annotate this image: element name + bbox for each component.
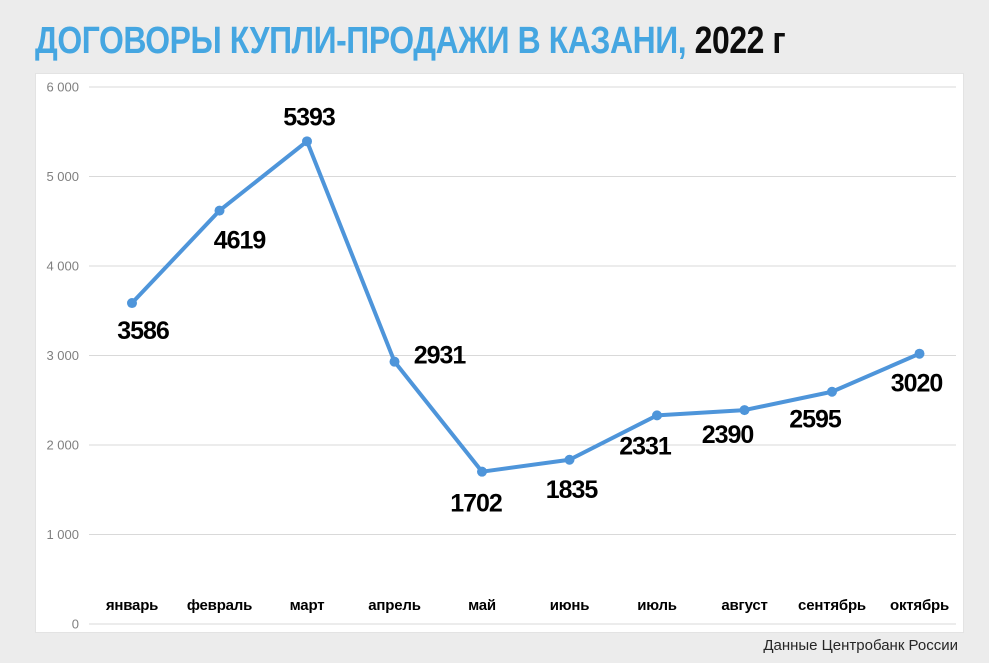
x-axis-category-label: март	[290, 597, 325, 614]
y-axis-tick-label: 4 000	[46, 259, 79, 274]
data-point-marker	[389, 356, 400, 367]
y-axis-tick-label: 5 000	[46, 169, 79, 184]
x-axis-category-label: июнь	[550, 597, 590, 614]
y-axis-tick-label: 0	[72, 617, 79, 632]
data-point-marker	[564, 454, 575, 465]
x-axis-category-label: июль	[637, 597, 677, 614]
x-axis-category-label: январь	[106, 597, 158, 614]
x-axis-category-label: февраль	[187, 597, 252, 614]
y-axis-tick-label: 1 000	[46, 527, 79, 542]
x-axis-category-label: октябрь	[890, 597, 949, 614]
x-axis-category-label: апрель	[368, 597, 420, 614]
x-axis-category-label: август	[721, 597, 767, 614]
data-point-label: 2931	[414, 342, 467, 370]
data-point-label: 3020	[891, 370, 943, 398]
page-title-main: ДОГОВОРЫ КУПЛИ-ПРОДАЖИ В КАЗАНИ,	[35, 20, 687, 62]
data-point-label: 1835	[546, 476, 599, 504]
data-point-marker	[739, 405, 750, 416]
data-point-marker	[827, 386, 837, 397]
page-title: ДОГОВОРЫ КУПЛИ-ПРОДАЖИ В КАЗАНИ, 2022 г	[35, 20, 786, 63]
line-chart: 0 1 000 2 000 3 000 4 000 5 000 6 000 3586 январ…	[46, 80, 956, 632]
data-point-label: 2390	[702, 421, 754, 449]
data-point-label: 5393	[283, 103, 335, 131]
y-axis-tick-label: 6 000	[46, 80, 79, 95]
page-title-year: 2022 г	[686, 20, 786, 62]
data-point-marker	[302, 136, 312, 147]
data-point-label: 2595	[789, 406, 842, 434]
data-point-label: 3586	[117, 317, 169, 345]
source-caption: Данные Центробанк России	[763, 637, 958, 654]
data-point-marker	[652, 410, 662, 421]
data-point-marker	[914, 348, 925, 359]
data-point-label: 4619	[214, 227, 266, 255]
series-line	[130, 139, 922, 474]
data-point-label: 1702	[450, 490, 502, 518]
data-point-label: 2331	[619, 432, 672, 460]
x-axis-category-label: май	[468, 597, 496, 614]
x-axis-category-label: сентябрь	[798, 597, 866, 614]
data-point-marker	[477, 466, 487, 477]
y-axis-tick-label: 2 000	[46, 438, 79, 453]
data-point-marker	[127, 298, 137, 309]
chart-panel: 0 1 000 2 000 3 000 4 000 5 000 6 000 3586 январ…	[35, 73, 964, 633]
y-axis-tick-label: 3 000	[46, 348, 79, 363]
data-point-marker	[214, 205, 225, 216]
